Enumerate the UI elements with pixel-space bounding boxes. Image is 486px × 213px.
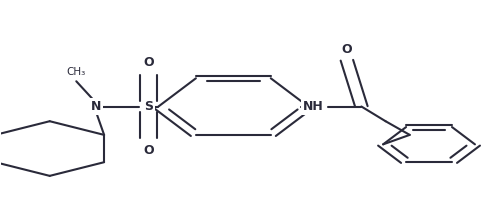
Text: CH₃: CH₃	[67, 67, 86, 77]
Text: S: S	[144, 100, 153, 113]
Text: NH: NH	[303, 100, 324, 113]
Text: O: O	[342, 43, 352, 56]
Text: O: O	[143, 144, 154, 157]
Text: O: O	[143, 56, 154, 69]
Text: N: N	[90, 100, 101, 113]
